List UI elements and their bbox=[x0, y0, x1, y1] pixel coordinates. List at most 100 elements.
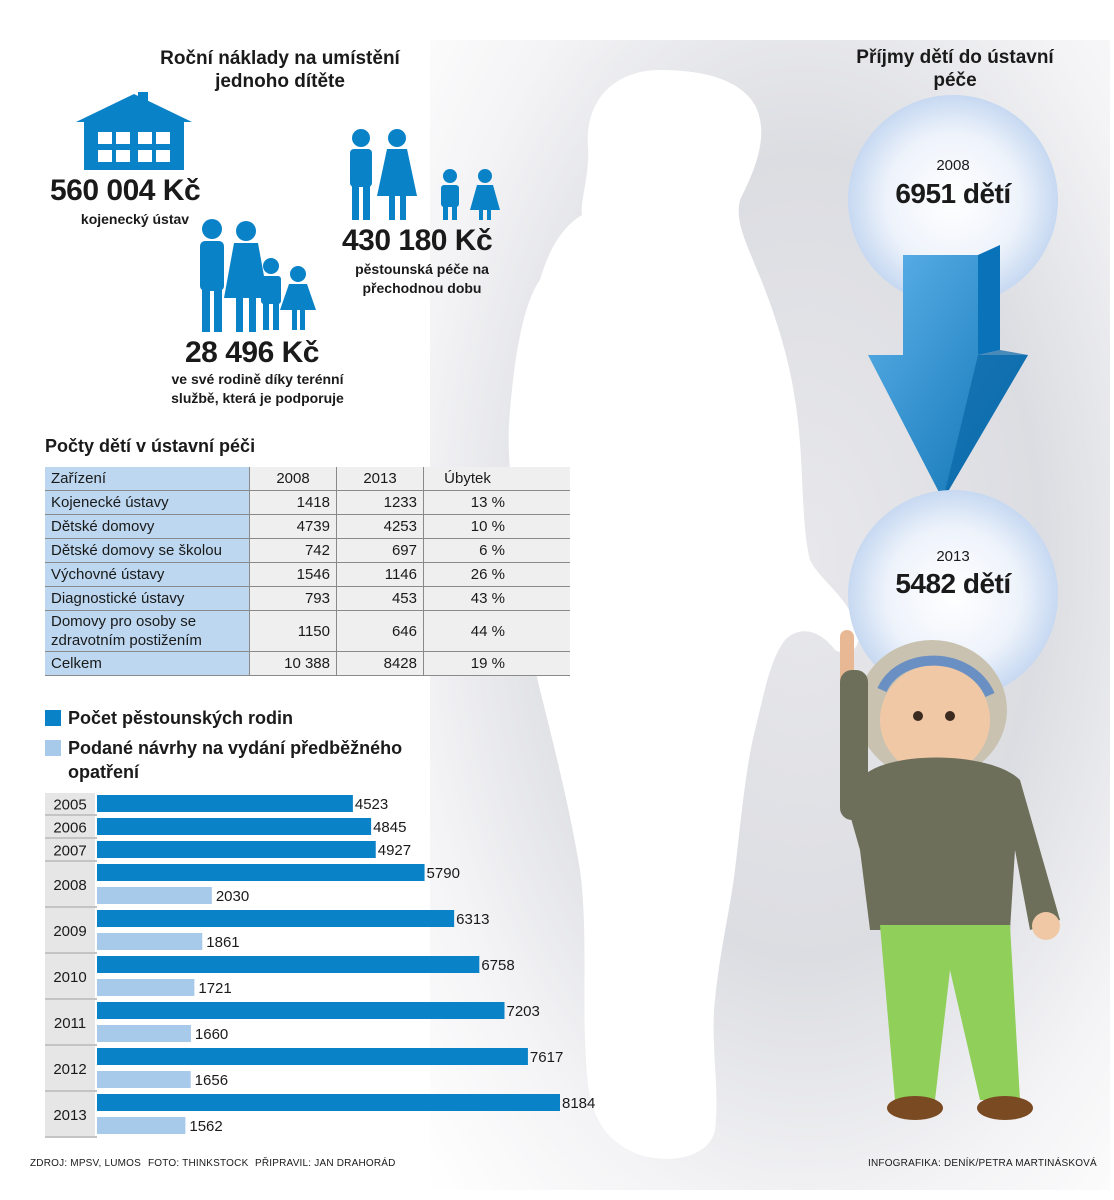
footer-source: ZDROJ: MPSV, LUMOS bbox=[30, 1158, 142, 1169]
table-row-spacer bbox=[511, 610, 570, 652]
bar-foster-families bbox=[97, 910, 455, 927]
category-band bbox=[45, 954, 95, 998]
table-cell: 1150 bbox=[249, 610, 337, 652]
table-cell: 742 bbox=[249, 538, 337, 563]
bar-value-label: 1562 bbox=[189, 1118, 222, 1135]
table-row: Domovy pro osoby se zdravotním postižení… bbox=[45, 610, 570, 652]
bar-value-label: 4523 bbox=[355, 796, 388, 813]
category-band bbox=[45, 908, 95, 952]
table-cell: 26 % bbox=[423, 562, 511, 587]
legend-swatch-foster bbox=[45, 710, 61, 726]
bar-value-label: 6758 bbox=[481, 957, 514, 974]
foster-family-icon bbox=[350, 129, 500, 220]
cost-value-foster: 430 180 Kč bbox=[342, 224, 493, 257]
bar-petitions bbox=[97, 1071, 191, 1088]
cost-value-infant-home: 560 004 Kč bbox=[50, 174, 201, 207]
category-band bbox=[45, 1092, 95, 1136]
cost-label-own-family: ve své rodině díky terénní službě, která… bbox=[171, 371, 344, 406]
category-label: 2005 bbox=[53, 797, 86, 814]
table-cell: 44 % bbox=[423, 610, 511, 652]
table-header-cell: Úbytek bbox=[423, 467, 511, 491]
footer-photo: FOTO: THINKSTOCK bbox=[148, 1158, 249, 1169]
bar-foster-families bbox=[97, 1002, 505, 1019]
intake-year-2013: 2013 bbox=[936, 548, 970, 565]
bar-foster-families bbox=[97, 1048, 528, 1065]
cost-label-foster: pěstounská péče na přechodnou dobu bbox=[355, 261, 489, 296]
category-band bbox=[45, 1000, 95, 1044]
category-label: 2006 bbox=[53, 820, 86, 837]
table-header-cell: 2013 bbox=[336, 467, 424, 491]
table-cell: 1233 bbox=[336, 490, 424, 515]
bar-value-label: 1660 bbox=[195, 1026, 228, 1043]
table-row: Diagnostické ústavy 793 453 43 % bbox=[45, 586, 570, 611]
bar-value-label: 1656 bbox=[195, 1072, 228, 1089]
own-family-icon bbox=[200, 219, 316, 332]
bar-value-label: 5790 bbox=[427, 865, 460, 882]
category-band bbox=[45, 862, 95, 906]
child-photo bbox=[840, 630, 1060, 1120]
category-band bbox=[45, 839, 95, 860]
bar-foster-families bbox=[97, 956, 480, 973]
bar-value-label: 1861 bbox=[206, 934, 239, 951]
table-row-spacer bbox=[511, 514, 570, 539]
table-row: Celkem 10 388 8428 19 % bbox=[45, 651, 570, 676]
category-label: 2007 bbox=[53, 843, 86, 860]
table-cell: 6 % bbox=[423, 538, 511, 563]
intake-value-2013: 5482 dětí bbox=[895, 568, 1011, 599]
table-cell: 8428 bbox=[336, 651, 424, 676]
category-label: 2009 bbox=[53, 923, 86, 940]
intake-year-2008: 2008 bbox=[936, 157, 970, 174]
decrease-arrow-icon bbox=[868, 245, 1028, 500]
foster-bar-chart: 2005 4523 2006 4845 2007 4927 2008 5790 2030 2009… bbox=[45, 793, 595, 1138]
bar-petitions bbox=[97, 1025, 191, 1042]
category-label: 2012 bbox=[53, 1061, 86, 1078]
table-cell: 43 % bbox=[423, 586, 511, 611]
category-band bbox=[45, 793, 95, 814]
table-cell: 10 388 bbox=[249, 651, 337, 676]
footer-prepared: PŘIPRAVIL: JAN DRAHORÁD bbox=[255, 1158, 396, 1169]
cost-value-own-family: 28 496 Kč bbox=[185, 336, 319, 369]
table-cell: 4253 bbox=[336, 514, 424, 539]
table-row: Dětské domovy 4739 4253 10 % bbox=[45, 514, 570, 539]
legend-label-foster: Počet pěstounských rodin bbox=[68, 708, 294, 728]
bar-foster-families bbox=[97, 864, 425, 881]
table-cell: 10 % bbox=[423, 514, 511, 539]
bar-petitions bbox=[97, 979, 195, 996]
table-row-spacer bbox=[511, 586, 570, 611]
costs-title: Roční náklady na umístění jednoho dítěte bbox=[160, 48, 400, 92]
category-label: 2008 bbox=[53, 877, 86, 894]
table-cell: 1546 bbox=[249, 562, 337, 587]
legend-label-petitions: Podané návrhy na vydání předběžného opat… bbox=[68, 738, 403, 782]
table-row: Dětské domovy se školou 742 697 6 % bbox=[45, 538, 570, 563]
table-cell: 13 % bbox=[423, 490, 511, 515]
bar-petitions bbox=[97, 933, 203, 950]
table-row-label: Domovy pro osoby se zdravotním postižení… bbox=[45, 610, 250, 652]
bar-value-label: 4845 bbox=[373, 819, 406, 836]
table-row-label: Dětské domovy se školou bbox=[45, 538, 250, 563]
table-header-cell: Zařízení bbox=[45, 467, 250, 491]
table-header-row: Zařízení 2008 2013 Úbytek bbox=[45, 467, 570, 491]
table-cell: 453 bbox=[336, 586, 424, 611]
bar-foster-families bbox=[97, 1094, 560, 1111]
bar-value-label: 8184 bbox=[562, 1095, 595, 1112]
bar-value-label: 6313 bbox=[456, 911, 489, 928]
table-row-label: Celkem bbox=[45, 651, 250, 676]
category-band bbox=[45, 816, 95, 837]
table-cell: 697 bbox=[336, 538, 424, 563]
footer-credit: INFOGRAFIKA: DENÍK/PETRA MARTINÁSKOVÁ bbox=[868, 1158, 1097, 1169]
bar-value-label: 7203 bbox=[507, 1003, 540, 1020]
category-label: 2013 bbox=[53, 1107, 86, 1124]
category-band bbox=[45, 1046, 95, 1090]
table-header-cell: 2008 bbox=[249, 467, 337, 491]
table-cell: 4739 bbox=[249, 514, 337, 539]
intake-value-2008: 6951 dětí bbox=[895, 178, 1011, 209]
table-cell: 1418 bbox=[249, 490, 337, 515]
adult-silhouette bbox=[508, 70, 859, 1159]
table-header-spacer bbox=[511, 467, 570, 491]
bar-value-label: 1721 bbox=[198, 980, 231, 997]
intake-title: Příjmy dětí do ústavní péče bbox=[856, 47, 1054, 91]
table-row: Výchovné ústavy 1546 1146 26 % bbox=[45, 562, 570, 587]
table-cell: 646 bbox=[336, 610, 424, 652]
bar-value-label: 2030 bbox=[216, 888, 249, 905]
institutional-care-table: Zařízení 2008 2013 Úbytek Kojenecké ústa… bbox=[45, 467, 570, 676]
